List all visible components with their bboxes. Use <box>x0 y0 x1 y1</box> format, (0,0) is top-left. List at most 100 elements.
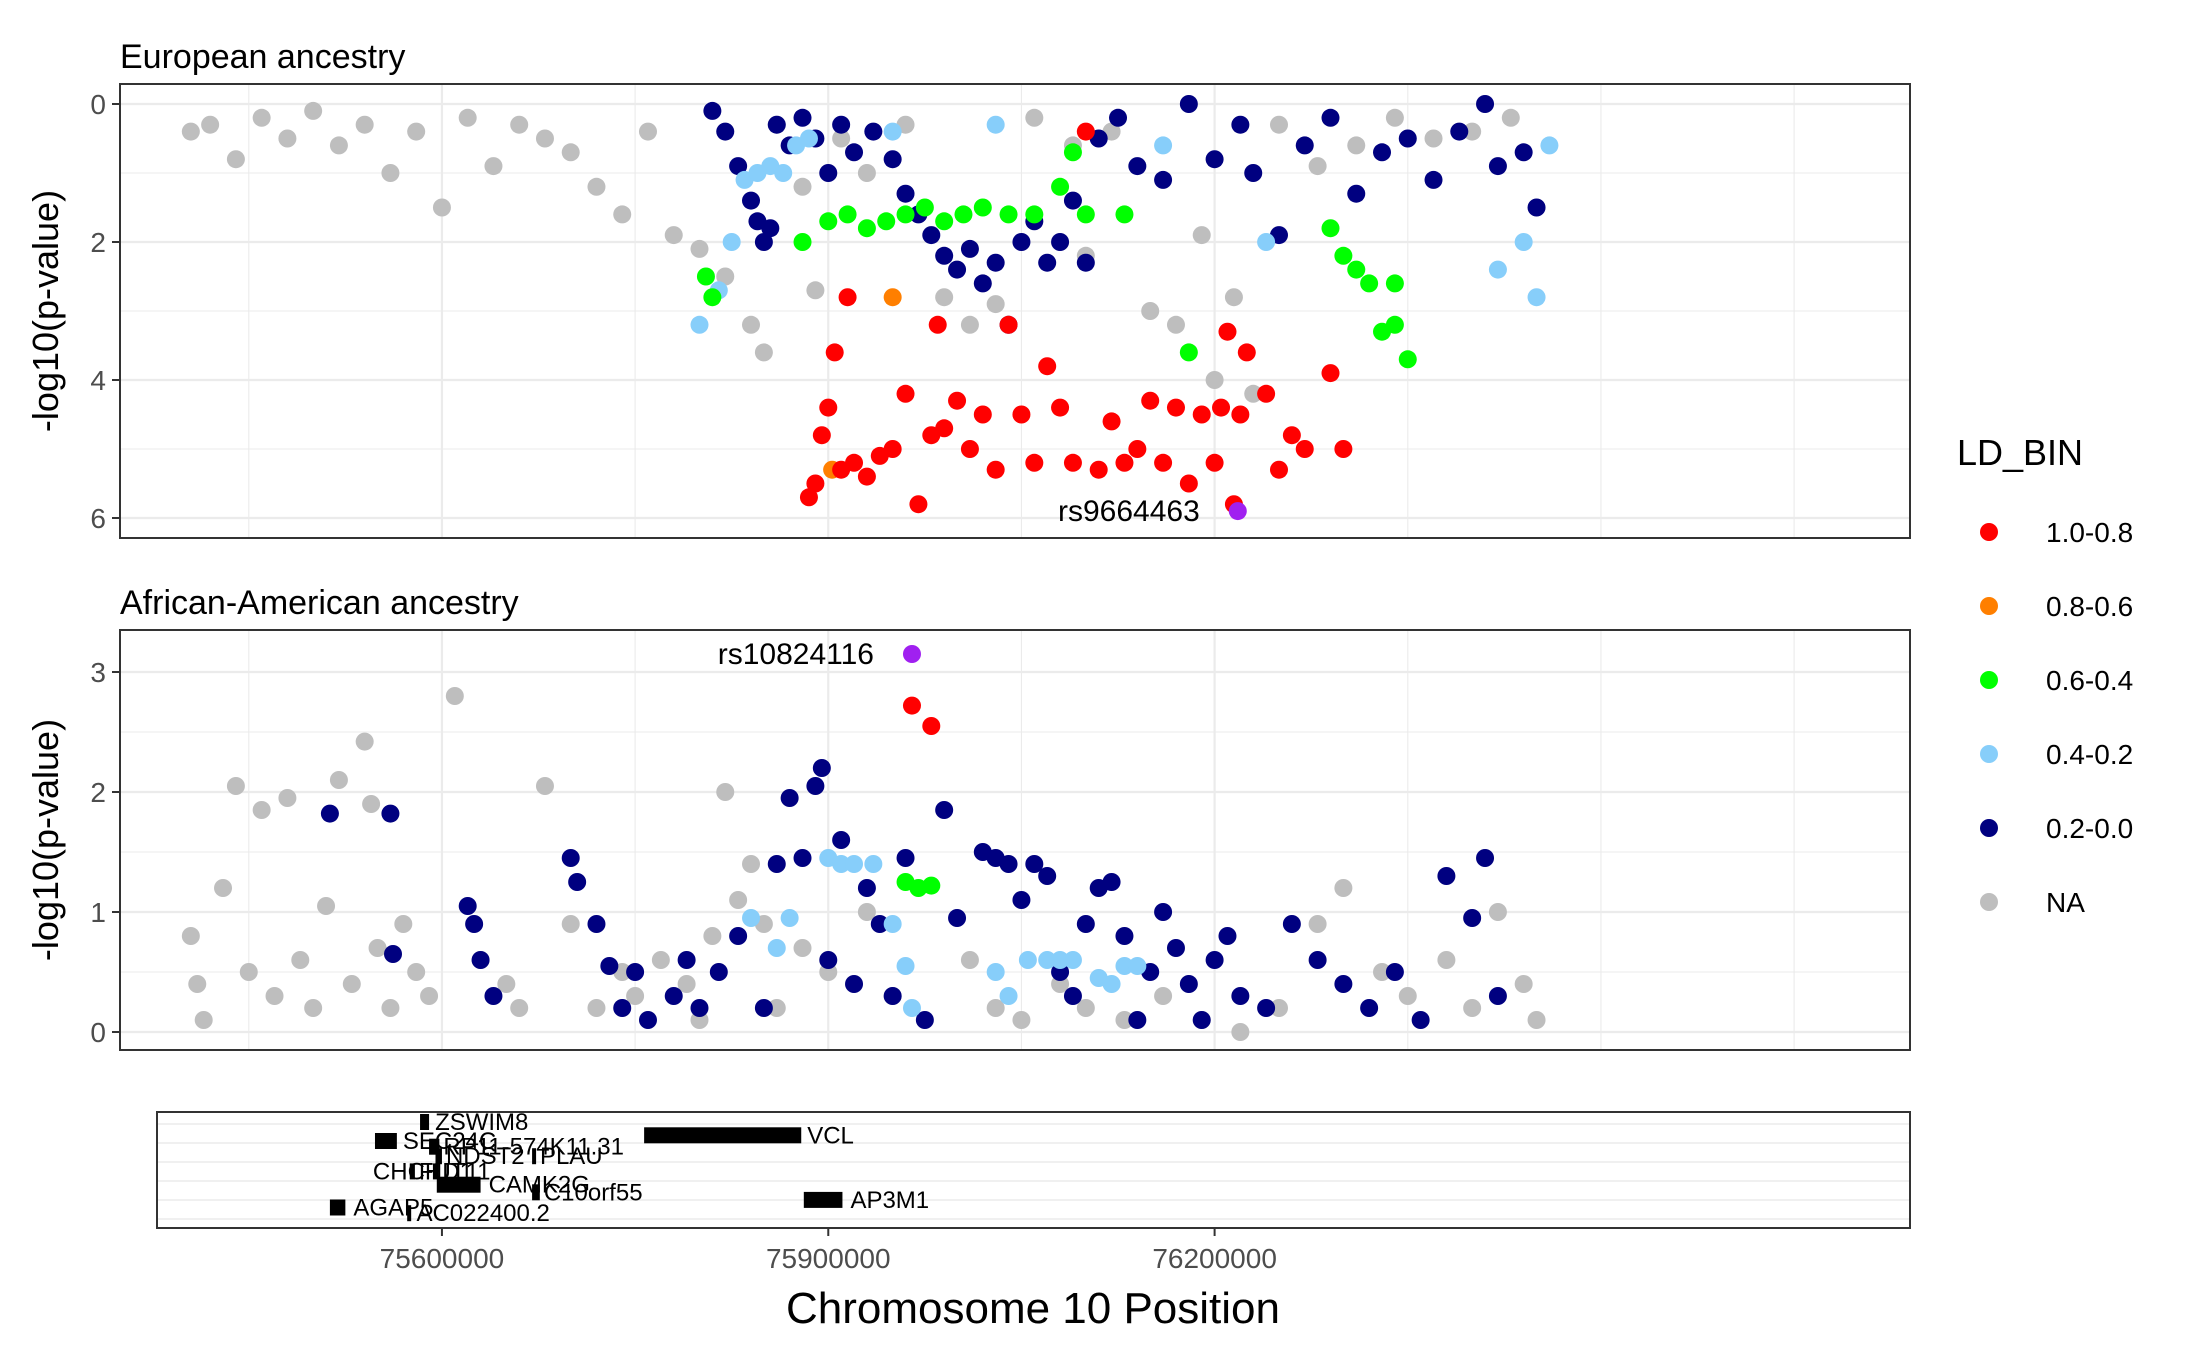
snp-point <box>484 987 503 1005</box>
snp-point <box>1231 1023 1250 1041</box>
snp-point <box>948 909 967 927</box>
snp-point <box>1154 136 1173 155</box>
snp-point <box>1437 951 1456 969</box>
snp-point <box>793 939 812 957</box>
snp-point <box>1334 975 1353 993</box>
gene-label: AC022400.2 <box>416 1200 549 1227</box>
snp-point <box>1128 1011 1147 1029</box>
snp-point <box>188 975 207 993</box>
legend-key <box>1980 745 1998 763</box>
snp-point <box>902 999 921 1017</box>
snp-point <box>883 122 902 141</box>
snp-point <box>1166 939 1185 957</box>
snp-point <box>896 205 915 224</box>
snp-point <box>1385 108 1404 127</box>
snp-point <box>960 239 979 258</box>
snp-point <box>1128 957 1147 975</box>
snp-point <box>445 687 464 705</box>
snp-point <box>1051 177 1070 196</box>
snp-point <box>729 157 748 176</box>
legend-label: 0.8-0.6 <box>2046 591 2133 622</box>
snp-point <box>1063 191 1082 210</box>
snp-point <box>935 419 954 438</box>
snp-point <box>1166 398 1185 417</box>
snp-point <box>381 999 400 1017</box>
snp-point <box>696 267 715 286</box>
lead-snp-point <box>902 645 921 663</box>
snp-point <box>883 915 902 933</box>
points-european <box>181 95 1559 521</box>
snp-point <box>857 879 876 897</box>
snp-point <box>742 855 761 873</box>
snp-point <box>535 777 554 795</box>
snp-point <box>1282 915 1301 933</box>
snp-point <box>767 115 786 134</box>
snp-point <box>915 1011 934 1029</box>
gene-label: C10orf55 <box>544 1179 643 1206</box>
snp-point <box>838 288 857 307</box>
snp-point <box>832 831 851 849</box>
snp-point <box>1231 405 1250 424</box>
snp-point <box>1398 987 1417 1005</box>
snp-point <box>1154 170 1173 189</box>
snp-point <box>799 488 818 507</box>
snp-point <box>806 777 825 795</box>
snp-point <box>857 903 876 921</box>
snp-point <box>1321 364 1340 383</box>
snp-point <box>1334 246 1353 265</box>
snp-point <box>1076 915 1095 933</box>
snp-point <box>1102 873 1121 891</box>
snp-point <box>1012 405 1031 424</box>
snp-point <box>819 164 838 182</box>
snp-point <box>1540 136 1559 155</box>
snp-point <box>252 801 271 819</box>
legend: LD_BIN 1.0-0.8 0.8-0.6 0.6-0.4 0.4-0.2 0.2-0… <box>1957 432 2133 918</box>
legend-key <box>1980 597 1998 615</box>
snp-point <box>1360 999 1379 1017</box>
lead-snp-label-european: rs9664463 <box>1058 495 1200 528</box>
snp-point <box>1282 426 1301 445</box>
snp-point <box>1109 108 1128 127</box>
snp-point <box>1527 1011 1546 1029</box>
y-axis-title-european: -log10(p-value) <box>25 190 66 432</box>
snp-point <box>742 191 761 210</box>
snp-point <box>1012 891 1031 909</box>
snp-point <box>638 1011 657 1029</box>
snp-point <box>1102 412 1121 431</box>
snp-point <box>1527 198 1546 217</box>
snp-point <box>877 212 896 231</box>
snp-point <box>1488 157 1507 176</box>
snp-point <box>793 108 812 127</box>
gene-label: ZSWIM8 <box>435 1109 528 1136</box>
snp-point <box>1179 95 1198 113</box>
snp-point <box>1437 867 1456 885</box>
snp-point <box>394 915 413 933</box>
x-tick-label: 76200000 <box>1152 1243 1277 1274</box>
snp-point <box>181 122 200 141</box>
snp-point <box>806 474 825 493</box>
snp-point <box>1257 233 1276 251</box>
snp-point <box>742 909 761 927</box>
panel-title-european: European ancestry <box>120 38 405 76</box>
snp-point <box>986 115 1005 134</box>
snp-point <box>1063 987 1082 1005</box>
snp-point <box>896 957 915 975</box>
snp-point <box>613 999 632 1017</box>
snp-point <box>1476 849 1495 867</box>
snp-point <box>1012 233 1031 251</box>
snp-point <box>252 108 271 127</box>
snp-point <box>1179 474 1198 493</box>
snp-point <box>677 951 696 969</box>
y-axis-african-american: 0 1 2 3 <box>90 657 120 1048</box>
snp-point <box>1218 322 1237 341</box>
snp-point <box>1038 867 1057 885</box>
snp-point <box>825 343 844 362</box>
snp-point <box>1115 453 1134 472</box>
snp-point <box>1385 315 1404 334</box>
snp-point <box>857 219 876 238</box>
gene-bar <box>436 1176 481 1193</box>
snp-point <box>960 951 979 969</box>
snp-point <box>1115 927 1134 945</box>
